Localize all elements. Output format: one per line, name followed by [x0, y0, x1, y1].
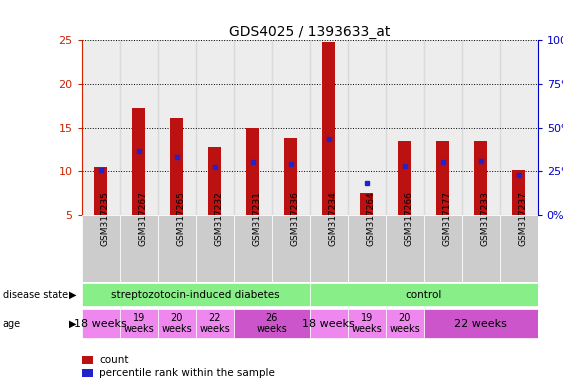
Bar	[234, 215, 271, 282]
Bar	[158, 309, 196, 338]
Bar	[94, 167, 108, 215]
Bar	[386, 40, 423, 215]
Text: ▶: ▶	[69, 318, 76, 329]
Text: count: count	[99, 355, 128, 365]
Text: percentile rank within the sample: percentile rank within the sample	[99, 368, 275, 379]
Text: GSM317232: GSM317232	[215, 191, 224, 246]
Bar	[234, 309, 310, 338]
Bar	[512, 170, 525, 215]
Bar	[310, 283, 538, 306]
Bar	[271, 40, 310, 215]
Text: ▶: ▶	[69, 290, 76, 300]
Bar	[360, 193, 373, 215]
Bar	[386, 309, 423, 338]
Text: 22
weeks: 22 weeks	[199, 313, 230, 334]
Bar	[347, 40, 386, 215]
Bar	[119, 309, 158, 338]
Text: GSM317231: GSM317231	[253, 191, 262, 246]
Bar	[347, 215, 386, 282]
Bar	[132, 108, 145, 215]
Bar	[424, 40, 462, 215]
Text: GSM317235: GSM317235	[101, 191, 110, 246]
Bar	[386, 215, 423, 282]
Bar	[158, 40, 196, 215]
Bar	[82, 369, 93, 377]
Text: GSM317264: GSM317264	[367, 191, 376, 246]
Bar	[208, 147, 221, 215]
Text: age: age	[3, 318, 21, 329]
Bar	[462, 215, 500, 282]
Text: 18 weeks: 18 weeks	[302, 318, 355, 329]
Text: GSM317234: GSM317234	[329, 191, 338, 246]
Bar	[500, 215, 538, 282]
Text: disease state: disease state	[3, 290, 68, 300]
Bar	[310, 309, 347, 338]
Bar	[436, 141, 449, 215]
Text: 20
weeks: 20 weeks	[161, 313, 192, 334]
Text: GSM317236: GSM317236	[291, 191, 300, 246]
Text: 20
weeks: 20 weeks	[389, 313, 420, 334]
Bar	[424, 215, 462, 282]
Text: control: control	[405, 290, 442, 300]
Bar	[462, 40, 500, 215]
Text: 26
weeks: 26 weeks	[256, 313, 287, 334]
Bar	[82, 356, 93, 364]
Bar	[82, 40, 119, 215]
Text: GSM317177: GSM317177	[443, 191, 452, 246]
Text: 19
weeks: 19 weeks	[123, 313, 154, 334]
Bar	[474, 141, 488, 215]
Text: GSM317237: GSM317237	[519, 191, 528, 246]
Bar	[424, 309, 538, 338]
Bar	[158, 215, 196, 282]
Bar	[271, 215, 310, 282]
Bar	[119, 40, 158, 215]
Text: 19
weeks: 19 weeks	[351, 313, 382, 334]
Bar	[196, 309, 234, 338]
Bar	[119, 215, 158, 282]
Bar	[310, 215, 347, 282]
Bar	[82, 283, 310, 306]
Text: GSM317267: GSM317267	[138, 191, 148, 246]
Bar	[196, 40, 234, 215]
Bar	[398, 141, 412, 215]
Text: 18 weeks: 18 weeks	[74, 318, 127, 329]
Text: 22 weeks: 22 weeks	[454, 318, 507, 329]
Title: GDS4025 / 1393633_at: GDS4025 / 1393633_at	[229, 25, 390, 39]
Bar	[347, 309, 386, 338]
Bar	[170, 118, 184, 215]
Bar	[82, 309, 119, 338]
Bar	[310, 40, 347, 215]
Bar	[500, 40, 538, 215]
Bar	[196, 215, 234, 282]
Text: GSM317233: GSM317233	[481, 191, 490, 246]
Text: GSM317265: GSM317265	[177, 191, 186, 246]
Bar	[234, 40, 271, 215]
Text: streptozotocin-induced diabetes: streptozotocin-induced diabetes	[111, 290, 280, 300]
Bar	[82, 215, 119, 282]
Bar	[322, 42, 336, 215]
Text: GSM317266: GSM317266	[405, 191, 414, 246]
Bar	[284, 138, 297, 215]
Bar	[246, 127, 260, 215]
